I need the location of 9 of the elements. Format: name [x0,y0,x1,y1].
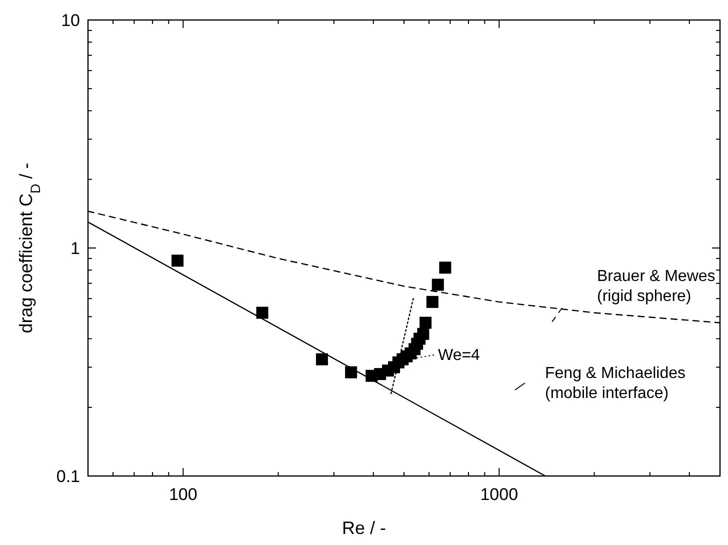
legend-label: We=4 [438,347,480,364]
y-tick-label: 0.1 [56,467,80,486]
y-tick-label: 10 [61,11,80,30]
x-tick-label: 1000 [480,485,518,504]
x-axis-title: Re / - [342,518,386,538]
series-label: Brauer & Mewes (rigid sphere) [597,268,716,305]
y-tick-label: 1 [70,239,80,258]
legend-label: Feng & Michaelides (mobile interface) [545,365,686,402]
x-tick-label: 100 [168,485,198,504]
